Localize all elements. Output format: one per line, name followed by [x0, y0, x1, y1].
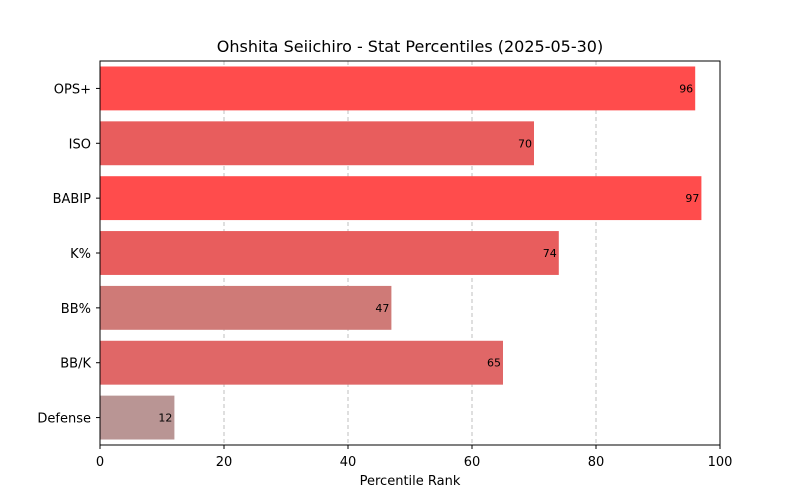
bar-value-label: 47 — [375, 302, 389, 315]
bar-value-label: 65 — [487, 357, 501, 370]
y-tick-label: BB% — [61, 302, 91, 317]
bar-babip — [100, 176, 702, 221]
x-tick-label: 20 — [216, 455, 233, 470]
x-tick-label: 40 — [340, 455, 357, 470]
bar-value-label: 96 — [679, 82, 693, 95]
bar-k- — [100, 231, 559, 275]
x-axis-ticks: 0 20 40 60 80 100 — [96, 445, 733, 470]
y-tick-label: K% — [70, 247, 91, 262]
chart-title: Ohshita Seiichiro - Stat Percentiles (20… — [217, 37, 603, 56]
bar-bb-k — [100, 340, 503, 385]
bar-value-label: 70 — [518, 137, 532, 150]
x-axis-label: Percentile Rank — [360, 474, 461, 489]
bar-value-label: 97 — [685, 192, 699, 205]
data-labels: 96 70 97 74 47 65 12 — [158, 82, 699, 424]
x-tick-label: 0 — [96, 455, 104, 470]
bar-value-label: 74 — [543, 247, 557, 260]
bar-value-label: 12 — [158, 412, 172, 425]
y-tick-label: BABIP — [53, 192, 92, 207]
bar-bb- — [100, 285, 392, 330]
bars — [100, 66, 702, 440]
y-tick-label: ISO — [69, 137, 91, 152]
x-tick-label: 80 — [588, 455, 605, 470]
x-tick-label: 60 — [464, 455, 481, 470]
y-axis-ticks: OPS+ ISO BABIP K% BB% BB/K Defense — [37, 82, 100, 427]
y-tick-label: Defense — [37, 412, 91, 427]
bar-defense — [100, 395, 175, 440]
x-tick-label: 100 — [708, 455, 733, 470]
y-tick-label: BB/K — [60, 357, 91, 372]
bar-iso — [100, 121, 534, 166]
y-tick-label: OPS+ — [54, 82, 91, 97]
bar-ops- — [100, 66, 696, 111]
